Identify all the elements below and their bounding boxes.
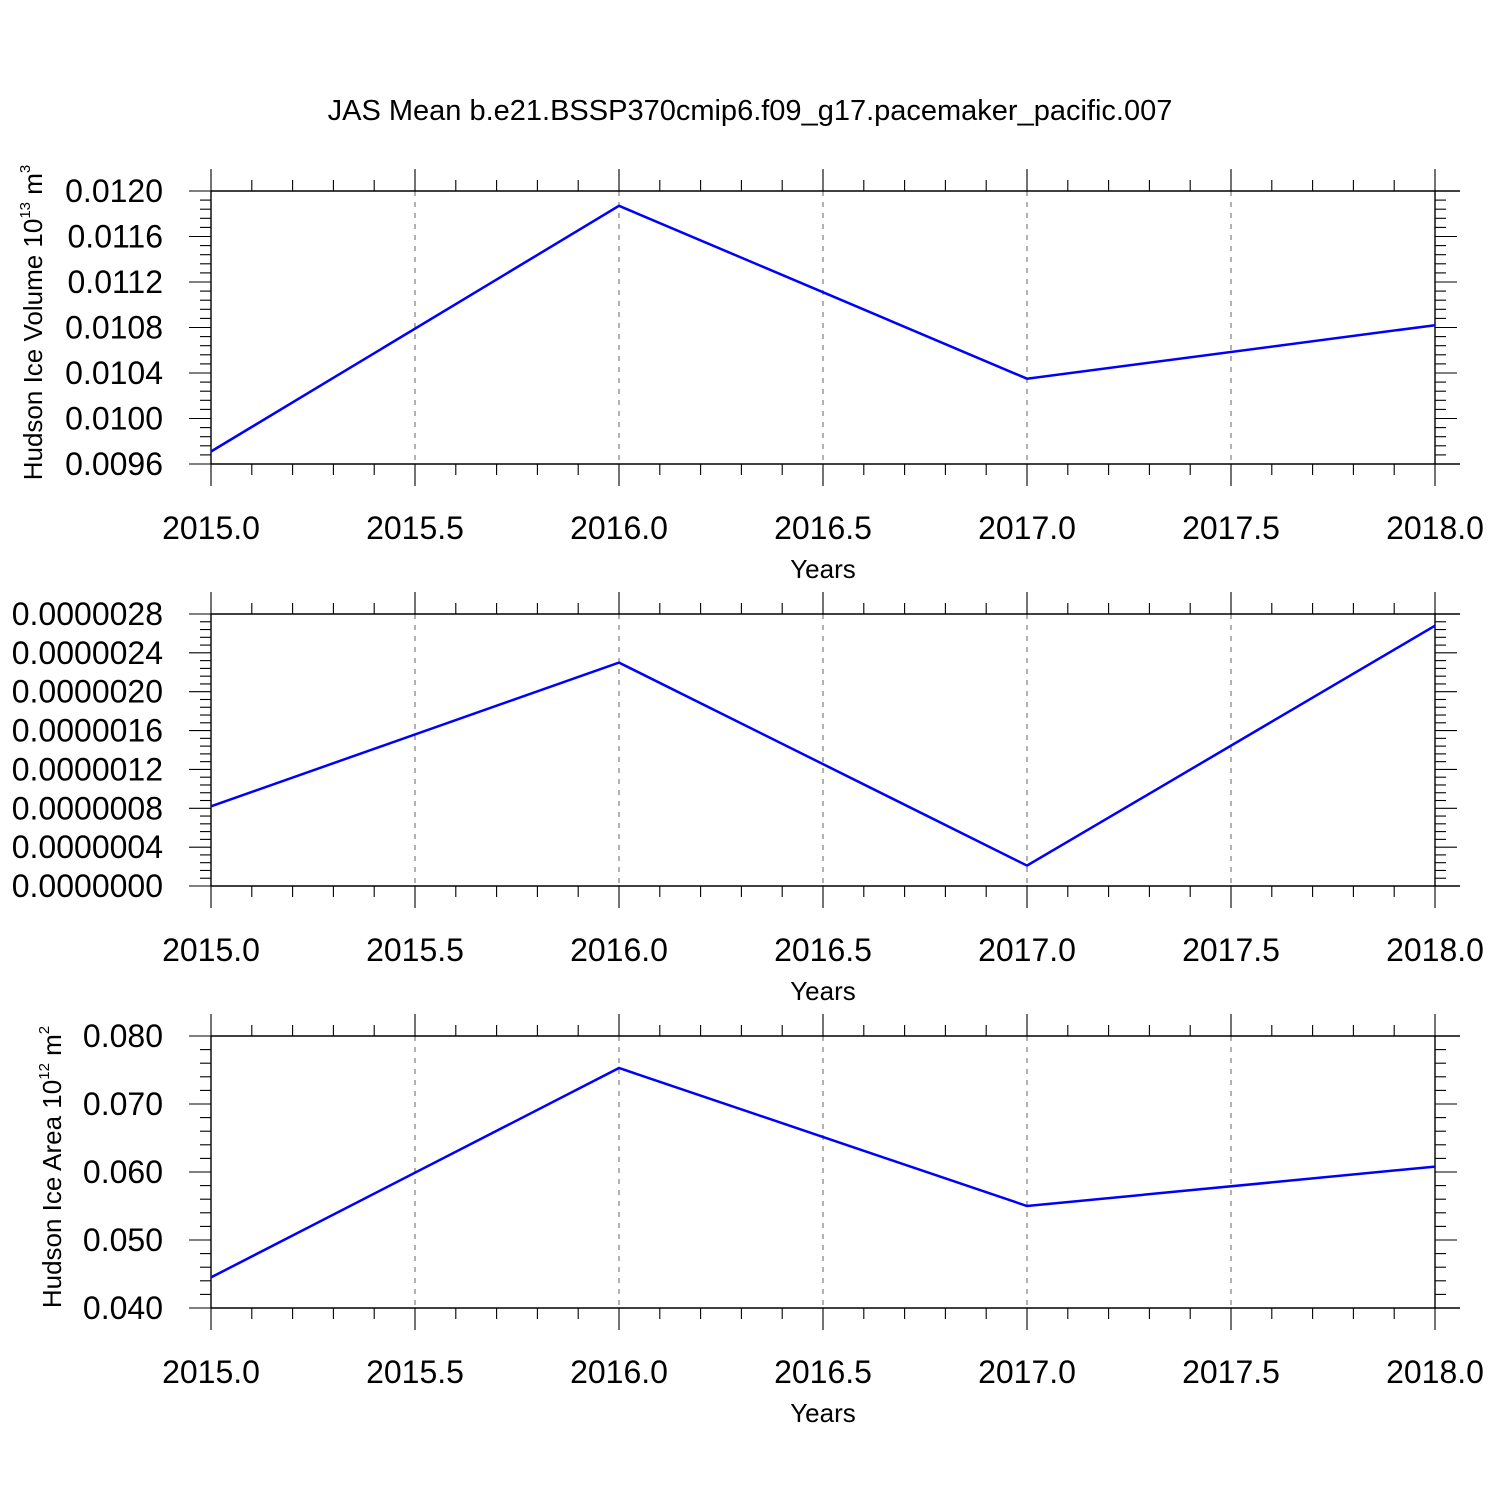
- panels: 2015.0 2015.5 2016.0 2016.5 2017.0 2017.5 2018…: [12, 165, 1484, 1428]
- y-axis-title: Hudson Ice Volume 1013 m3: [17, 165, 48, 481]
- y-tick-label: 0.0120: [65, 173, 163, 209]
- x-tick-label: 2017.0: [978, 932, 1076, 968]
- x-tick-label: 2015.5: [366, 932, 464, 968]
- y-tick-label: 0.040: [83, 1290, 163, 1326]
- x-tick-label: 2017.5: [1182, 510, 1280, 546]
- y-tick-label: 0.0104: [65, 355, 163, 391]
- series-line: [210, 1066, 1436, 1279]
- y-tick-label: 0.0000016: [12, 713, 163, 749]
- y-tick-label: 0.0108: [65, 310, 163, 346]
- series-line: [210, 204, 1436, 453]
- y-tick-label: 0.0112: [68, 264, 164, 300]
- x-tick-label: 2017.5: [1182, 932, 1280, 968]
- y-tick-label: 0.0000004: [12, 829, 163, 865]
- y-tick-label: 0.0000020: [12, 674, 163, 710]
- x-tick-label: 2016.5: [774, 932, 872, 968]
- x-axis-title: Years: [790, 1398, 856, 1428]
- x-tick-label: 2015.0: [162, 1354, 260, 1390]
- x-tick-label: 2015.5: [366, 1354, 464, 1390]
- x-tick-label: 2015.0: [162, 932, 260, 968]
- x-axis-title: Years: [790, 554, 856, 584]
- x-tick-label: 2016.5: [774, 510, 872, 546]
- x-tick-label: 2016.5: [774, 1354, 872, 1390]
- y-tick-label: 0.050: [83, 1222, 163, 1258]
- y-tick-label: 0.060: [83, 1154, 163, 1190]
- x-tick-label: 2017.0: [978, 510, 1076, 546]
- y-tick-label: 0.0100: [65, 401, 163, 437]
- x-tick-label: 2018.0: [1386, 932, 1484, 968]
- panel-2: 2015.0 2015.5 2016.0 2016.5 2017.0 2017.5 2018…: [12, 592, 1484, 1006]
- x-tick-label: 2016.0: [570, 932, 668, 968]
- x-tick-label: 2017.5: [1182, 1354, 1280, 1390]
- y-tick-label: 0.0000000: [12, 868, 163, 904]
- panel-3: 2015.0 2015.5 2016.0 2016.5 2017.0 2017.5 2018…: [36, 1014, 1484, 1428]
- x-tick-label: 2016.0: [570, 1354, 668, 1390]
- y-tick-label: 0.080: [83, 1018, 163, 1054]
- y-tick-label: 0.0000028: [12, 596, 163, 632]
- x-tick-label: 2017.0: [978, 1354, 1076, 1390]
- x-tick-label: 2016.0: [570, 510, 668, 546]
- x-axis-title: Years: [790, 976, 856, 1006]
- x-tick-label: 2015.0: [162, 510, 260, 546]
- y-tick-label: 0.0000008: [12, 790, 163, 826]
- x-tick-label: 2018.0: [1386, 510, 1484, 546]
- y-tick-label: 0.070: [83, 1086, 163, 1122]
- panel-1: 2015.0 2015.5 2016.0 2016.5 2017.0 2017.5 2018…: [17, 165, 1484, 584]
- y-axis-title: Hudson Ice Area 1012 m2: [36, 1026, 67, 1308]
- series-line: [210, 624, 1436, 868]
- y-tick-label: 0.0116: [68, 219, 164, 255]
- y-tick-label: 0.0096: [65, 446, 163, 482]
- x-tick-label: 2015.5: [366, 510, 464, 546]
- y-tick-label: 0.0000024: [12, 635, 163, 671]
- y-tick-label: 0.0000012: [12, 751, 163, 787]
- x-tick-label: 2018.0: [1386, 1354, 1484, 1390]
- chart-title: JAS Mean b.e21.BSSP370cmip6.f09_g17.pace…: [328, 95, 1173, 127]
